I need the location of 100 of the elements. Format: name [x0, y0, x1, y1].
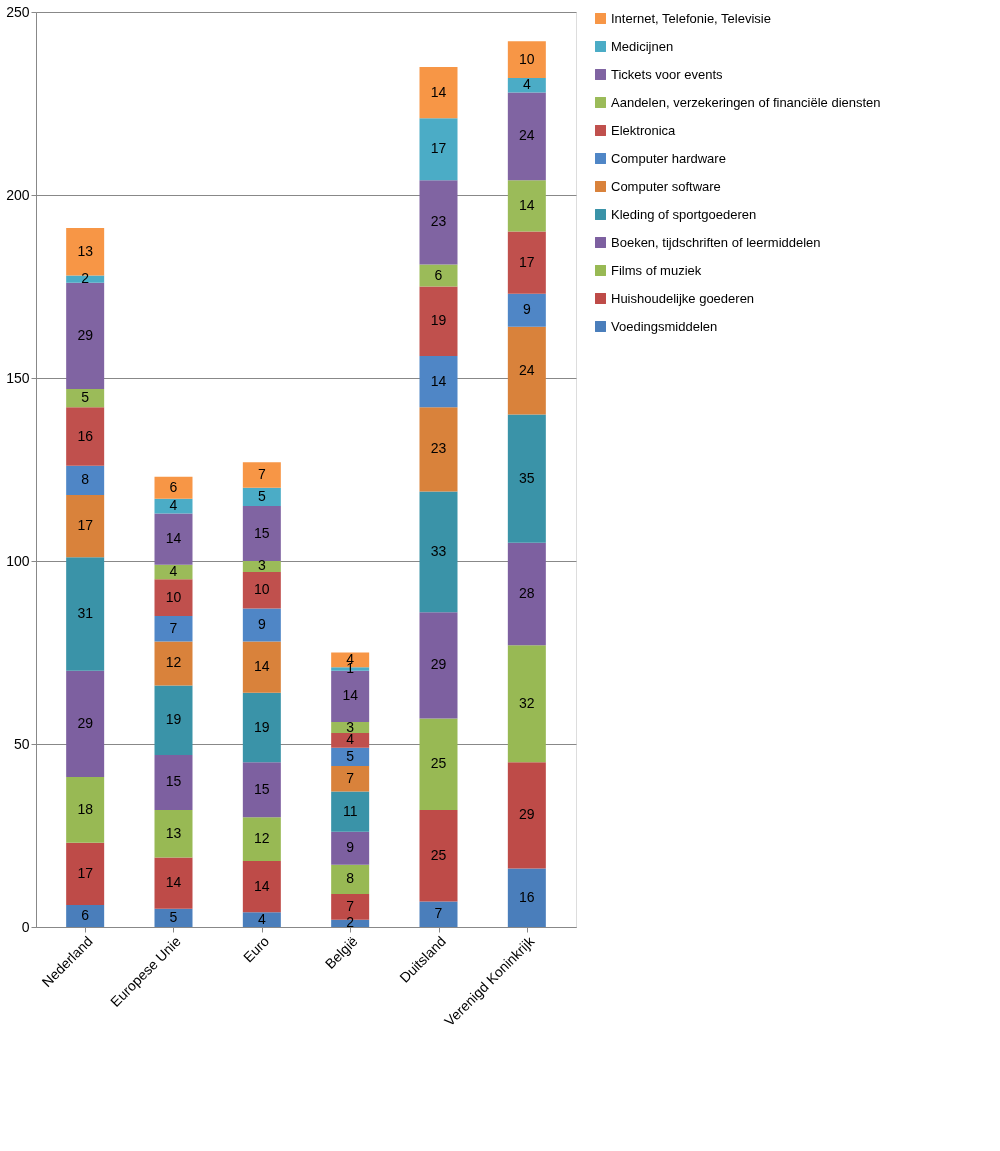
bar [66, 282, 105, 389]
bar [507, 868, 546, 927]
data-label: 6 [434, 266, 443, 283]
data-label: 13 [77, 242, 94, 259]
data-label: 10 [254, 581, 270, 598]
bar [419, 491, 458, 613]
bar [331, 765, 370, 792]
data-label: 35 [519, 469, 535, 486]
bar [242, 762, 281, 818]
bar [507, 542, 546, 646]
data-label: 33 [430, 542, 447, 559]
bar [154, 513, 193, 565]
bar [419, 66, 458, 119]
bar [154, 809, 193, 858]
bar [154, 641, 193, 686]
bar [242, 462, 281, 488]
y-tick-label: 0 [21, 918, 30, 935]
legend-label: Huishoudelijke goederen [611, 290, 755, 306]
data-label: 12 [254, 830, 270, 847]
data-label: 4 [169, 497, 178, 514]
bar [154, 615, 193, 642]
bar [419, 612, 458, 719]
data-label: 14 [519, 196, 535, 213]
data-label: 5 [169, 908, 178, 925]
bar [419, 718, 458, 810]
bar [507, 645, 546, 763]
data-label: 18 [77, 800, 94, 817]
bar [242, 861, 281, 913]
bar [66, 495, 105, 558]
data-label: 17 [77, 864, 94, 881]
bar [66, 388, 105, 408]
data-label: 8 [346, 870, 355, 887]
data-label: 19 [165, 711, 182, 728]
legend-label: Kleding of sportgoederen [611, 206, 757, 222]
data-label: 25 [430, 755, 447, 772]
legend-label: Aandelen, verzekeringen of financiële diensten [611, 94, 881, 110]
data-label: 15 [165, 773, 182, 790]
data-label: 5 [346, 747, 355, 764]
y-tick-label: 100 [6, 552, 30, 569]
data-label: 24 [519, 361, 535, 378]
bar [66, 842, 105, 906]
data-label: 29 [430, 656, 447, 673]
legend-label: Voedingsmiddelen [611, 318, 718, 334]
data-label: 7 [434, 905, 443, 922]
y-tick-label: 50 [13, 735, 30, 752]
bar [154, 476, 193, 499]
legend-label: Elektronica [611, 122, 677, 138]
bar [507, 326, 546, 415]
bar [154, 754, 193, 810]
bar [331, 864, 370, 895]
data-label: 10 [519, 50, 535, 67]
bar [242, 641, 281, 693]
legend-label: Medicijnen [611, 38, 674, 54]
bar [507, 180, 546, 232]
data-label: 31 [77, 605, 94, 622]
data-label: 16 [519, 888, 535, 905]
bar [154, 908, 193, 927]
bar [507, 41, 546, 78]
data-label: 16 [77, 427, 94, 444]
data-label: 11 [342, 802, 358, 819]
bar [242, 487, 281, 507]
legend-label: Computer hardware [611, 150, 726, 166]
bar [419, 264, 458, 287]
data-label: 12 [165, 654, 182, 671]
legend-label: Boeken, tijdschriften of leermiddelen [611, 234, 821, 250]
bar [154, 685, 193, 755]
data-label: 23 [430, 440, 447, 457]
data-label: 14 [430, 83, 447, 100]
y-tick-label: 200 [6, 186, 30, 203]
data-label: 7 [257, 465, 266, 482]
bar [419, 809, 458, 902]
bar [507, 231, 546, 294]
data-label: 29 [77, 714, 94, 731]
data-label: 9 [346, 839, 355, 856]
data-label: 4 [522, 76, 531, 93]
data-label: 23 [430, 213, 447, 230]
data-label: 15 [254, 780, 270, 797]
bar [66, 670, 105, 777]
bar [331, 831, 370, 865]
data-label: 9 [522, 301, 531, 318]
bar [242, 608, 281, 642]
bar [507, 77, 546, 93]
bar [331, 747, 370, 766]
data-label: 28 [519, 584, 535, 601]
legend-label: Internet, Telefonie, Televisie [611, 10, 771, 26]
data-label: 5 [81, 389, 90, 406]
data-label: 29 [519, 806, 535, 823]
bar [331, 791, 370, 832]
bar [242, 692, 281, 763]
data-label: 7 [346, 897, 355, 914]
data-label: 17 [519, 253, 535, 270]
bar [66, 465, 105, 496]
bar [419, 286, 458, 357]
data-label: 14 [165, 530, 182, 547]
data-label: 13 [165, 824, 182, 841]
data-label: 10 [165, 588, 182, 605]
data-label: 17 [77, 517, 94, 534]
data-label: 6 [169, 478, 178, 495]
bar [66, 776, 105, 843]
data-label: 24 [519, 127, 535, 144]
